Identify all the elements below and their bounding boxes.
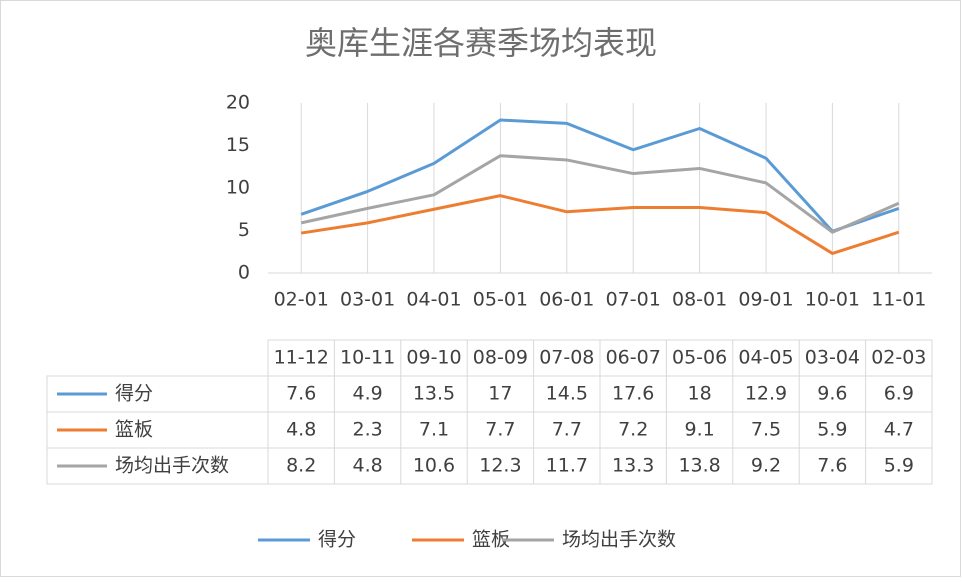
y-tick-label: 15: [226, 134, 250, 156]
table-cell: 5.9: [817, 419, 847, 441]
legend-label: 得分: [318, 529, 356, 551]
table-cell: 12.9: [745, 383, 787, 405]
x-tick-label: 05-01: [473, 289, 528, 311]
table-header: 06-07: [606, 347, 661, 369]
x-tick-label: 10-01: [805, 289, 860, 311]
table-header: 10-11: [340, 347, 395, 369]
table-cell: 2.3: [352, 419, 382, 441]
y-tick-label: 5: [238, 219, 250, 241]
table-cell: 4.7: [884, 419, 914, 441]
x-tick-label: 03-01: [340, 289, 395, 311]
table-header: 09-10: [406, 347, 461, 369]
series-line: [300, 154, 900, 234]
legend-label: 场均出手次数: [562, 529, 676, 551]
legend-label: 篮板: [472, 529, 510, 551]
x-tick-label: 02-01: [274, 289, 329, 311]
series-line: [300, 194, 900, 255]
table-cell: 7.6: [817, 455, 847, 477]
table-cell: 4.8: [352, 455, 382, 477]
table-header: 03-04: [805, 347, 860, 369]
table-cell: 12.3: [479, 455, 521, 477]
table-header: 11-12: [274, 347, 329, 369]
table-row-label: 场均出手次数: [115, 455, 229, 477]
table-cell: 14.5: [546, 383, 588, 405]
table-cell: 9.2: [751, 455, 781, 477]
table-cell: 4.8: [286, 419, 316, 441]
table-cell: 7.7: [552, 419, 582, 441]
x-tick-label: 04-01: [406, 289, 461, 311]
table-cell: 17.6: [612, 383, 654, 405]
table-cell: 5.9: [884, 455, 914, 477]
series-line: [300, 118, 900, 233]
x-tick-label: 08-01: [672, 289, 727, 311]
table-header: 05-06: [672, 347, 727, 369]
table-cell: 13.3: [612, 455, 654, 477]
table-cell: 17: [488, 383, 512, 405]
table-cell: 7.1: [419, 419, 449, 441]
table-cell: 9.1: [684, 419, 714, 441]
table-header: 02-03: [871, 347, 926, 369]
table-cell: 7.6: [286, 383, 316, 405]
table-cell: 9.6: [817, 383, 847, 405]
y-tick-label: 20: [226, 92, 250, 114]
x-tick-label: 11-01: [871, 289, 926, 311]
table-header: 07-08: [539, 347, 594, 369]
table-header: 08-09: [473, 347, 528, 369]
y-tick-label: 0: [238, 262, 250, 284]
table-row-label: 篮板: [115, 419, 153, 441]
x-tick-label: 09-01: [738, 289, 793, 311]
table-cell: 18: [688, 383, 712, 405]
table-cell: 7.5: [751, 419, 781, 441]
chart-title: 奥库生涯各赛季场均表现: [305, 24, 657, 62]
table-cell: 7.2: [618, 419, 648, 441]
table-header: 04-05: [738, 347, 793, 369]
table-cell: 6.9: [884, 383, 914, 405]
table-cell: 13.8: [678, 455, 720, 477]
x-tick-label: 07-01: [606, 289, 661, 311]
x-tick-label: 06-01: [539, 289, 594, 311]
table-cell: 13.5: [413, 383, 455, 405]
table-cell: 7.7: [485, 419, 515, 441]
table-cell: 8.2: [286, 455, 316, 477]
table-row-label: 得分: [115, 383, 153, 405]
table-cell: 10.6: [413, 455, 455, 477]
table-cell: 11.7: [546, 455, 588, 477]
y-tick-label: 10: [226, 177, 250, 199]
table-cell: 4.9: [352, 383, 382, 405]
